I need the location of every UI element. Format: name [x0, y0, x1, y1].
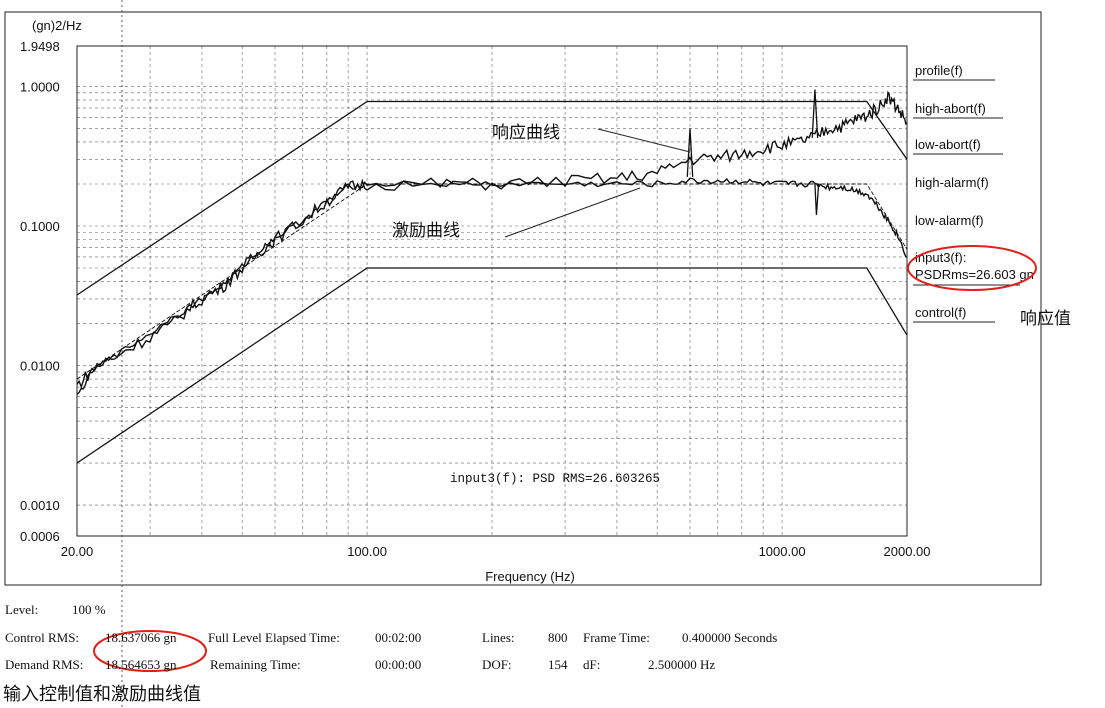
legend-psd-rms: PSDRms=26.603 gn — [915, 267, 1034, 282]
legend-high-abort: high-abort(f) — [915, 101, 986, 116]
series-layer — [76, 89, 908, 464]
legend-profile: profile(f) — [915, 63, 963, 78]
legend: profile(f) high-abort(f) low-abort(f) hi… — [913, 63, 1034, 323]
y-tick-label: 0.0100 — [20, 359, 60, 374]
remaining-label: Remaining Time: — [210, 657, 301, 672]
chart-frame — [4, 11, 1042, 586]
y-tick-label: 0.0006 — [20, 529, 60, 544]
control-rms-value: 18.637066 gn — [105, 630, 177, 645]
dof-label: DOF: — [482, 657, 512, 672]
y-tick-labels: 1.9498 1.0000 0.1000 0.0100 0.0010 0.0006 — [20, 39, 60, 544]
control-rms-label: Control RMS: — [5, 630, 80, 645]
response-value-highlight — [907, 245, 1037, 291]
demand-rms-label: Demand RMS: — [5, 657, 84, 672]
series-low-abort-f — [76, 267, 908, 464]
response-peak — [811, 89, 819, 138]
lines-value: 800 — [548, 630, 568, 645]
series-input3-f — [76, 90, 908, 389]
control-notch — [814, 183, 820, 215]
y-tick-label: 0.0010 — [20, 498, 60, 513]
demand-rms-value: 18.564653 gn — [105, 657, 177, 672]
response-curve-label: 响应曲线 — [492, 123, 560, 143]
legend-low-abort: low-abort(f) — [915, 137, 981, 152]
legend-input3: input3(f): — [915, 250, 966, 265]
frame-time-value: 0.400000 Seconds — [682, 630, 778, 645]
legend-low-alarm: low-alarm(f) — [915, 213, 984, 228]
series-control-f — [76, 177, 908, 395]
input-value-highlight — [93, 630, 207, 672]
input-value-caption: 输入控制值和激励曲线值 — [3, 684, 201, 705]
lines-label: Lines: — [482, 630, 515, 645]
remaining-value: 00:00:00 — [375, 657, 422, 672]
x-tick-labels: 20.00 100.00 1000.00 2000.00 — [61, 544, 931, 559]
full-level-label: Full Level Elapsed Time: — [208, 630, 340, 645]
df-label: dF: — [583, 657, 601, 672]
full-level-value: 00:02:00 — [375, 630, 422, 645]
x-tick-label: 1000.00 — [759, 544, 806, 559]
grid-lines — [77, 46, 908, 536]
level-label: Level: — [5, 602, 39, 617]
df-value: 2.500000 Hz — [648, 657, 716, 672]
y-tick-label: 1.9498 — [20, 39, 60, 54]
level-value: 100 % — [72, 602, 106, 617]
series-high-abort-f — [76, 100, 908, 296]
x-tick-label: 100.00 — [347, 544, 387, 559]
x-tick-label: 20.00 — [61, 544, 94, 559]
x-tick-label: 2000.00 — [884, 544, 931, 559]
excitation-curve-label: 激励曲线 — [392, 221, 460, 241]
legend-high-alarm: high-alarm(f) — [915, 175, 989, 190]
series-profile-f — [76, 183, 908, 380]
frame-time-label: Frame Time: — [583, 630, 650, 645]
y-unit-label: (gn)2/Hz — [32, 18, 82, 33]
legend-control: control(f) — [915, 305, 966, 320]
psd-rms-annotation: input3(f): PSD RMS=26.603265 — [450, 472, 660, 486]
x-axis-label: Frequency (Hz) — [485, 569, 575, 584]
y-tick-label: 0.1000 — [20, 219, 60, 234]
y-tick-label: 1.0000 — [20, 79, 60, 94]
dof-value: 154 — [548, 657, 568, 672]
excitation-curve-arrow — [504, 187, 641, 238]
response-curve-arrow — [597, 128, 691, 153]
response-peak — [686, 128, 694, 177]
response-value-label: 响应值 — [1020, 309, 1071, 329]
